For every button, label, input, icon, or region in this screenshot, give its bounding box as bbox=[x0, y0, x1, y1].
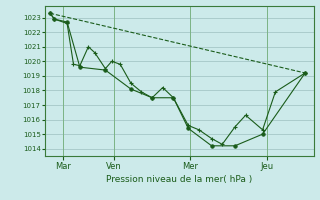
X-axis label: Pression niveau de la mer( hPa ): Pression niveau de la mer( hPa ) bbox=[106, 175, 252, 184]
